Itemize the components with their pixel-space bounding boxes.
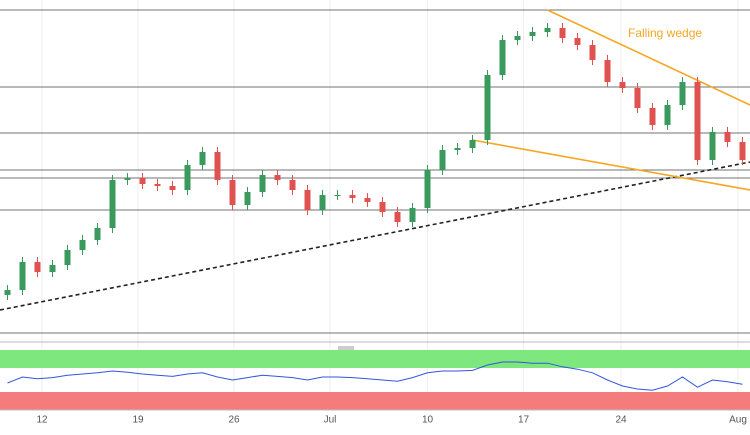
x-tick-label: 17	[518, 415, 530, 426]
candle-body	[290, 180, 296, 190]
candle-body	[365, 198, 371, 202]
candle-body	[170, 186, 176, 190]
candle-body	[575, 38, 581, 45]
candle-body	[590, 45, 596, 60]
candle-body	[125, 178, 131, 180]
candle-body	[380, 202, 386, 212]
candle-body	[470, 140, 476, 148]
candle-body	[5, 290, 11, 295]
resize-handle[interactable]	[338, 346, 354, 350]
candle-body	[530, 32, 536, 36]
candle-body	[710, 132, 716, 160]
x-tick-label: 26	[228, 415, 240, 426]
x-tick-label: Jul	[324, 415, 337, 426]
candle-body	[320, 195, 326, 210]
candle-body	[425, 170, 431, 208]
candle-body	[275, 175, 281, 180]
candle-body	[605, 60, 611, 82]
x-tick-label: 24	[615, 415, 627, 426]
candle-body	[395, 212, 401, 222]
candle-body	[650, 108, 656, 125]
candle-body	[515, 36, 521, 40]
candle-body	[410, 208, 416, 222]
candle-body	[20, 262, 26, 290]
x-tick-label: 12	[36, 415, 48, 426]
candle-body	[35, 262, 41, 272]
x-tick-label: Aug	[729, 415, 747, 426]
candle-body	[500, 40, 506, 75]
candle-body	[50, 265, 56, 272]
overbought-band	[0, 350, 750, 368]
candle-body	[440, 150, 446, 170]
candle-body	[110, 180, 116, 228]
candle-body	[215, 152, 221, 180]
candle-body	[230, 180, 236, 205]
candle-body	[695, 82, 701, 160]
candle-body	[635, 88, 641, 108]
candle-body	[740, 142, 746, 160]
candle-body	[65, 250, 71, 265]
candle-body	[305, 190, 311, 210]
candle-body	[485, 75, 491, 140]
candle-body	[725, 132, 731, 142]
oversold-band	[0, 392, 750, 410]
candle-body	[155, 184, 161, 186]
candle-body	[200, 152, 206, 165]
x-tick-label: 19	[132, 415, 144, 426]
candle-body	[620, 82, 626, 88]
candle-body	[260, 175, 266, 192]
candle-body	[455, 148, 461, 150]
candle-body	[665, 105, 671, 125]
candle-body	[185, 165, 191, 190]
candle-body	[335, 195, 341, 196]
candle-body	[545, 28, 551, 32]
candle-body	[245, 192, 251, 205]
candle-body	[80, 240, 86, 250]
candle-body	[350, 195, 356, 198]
annotation: Falling wedge	[628, 26, 702, 40]
candle-body	[560, 28, 566, 38]
candle-body	[140, 178, 146, 184]
x-tick-label: 10	[422, 415, 434, 426]
candle-body	[95, 228, 101, 240]
candle-body	[680, 82, 686, 105]
